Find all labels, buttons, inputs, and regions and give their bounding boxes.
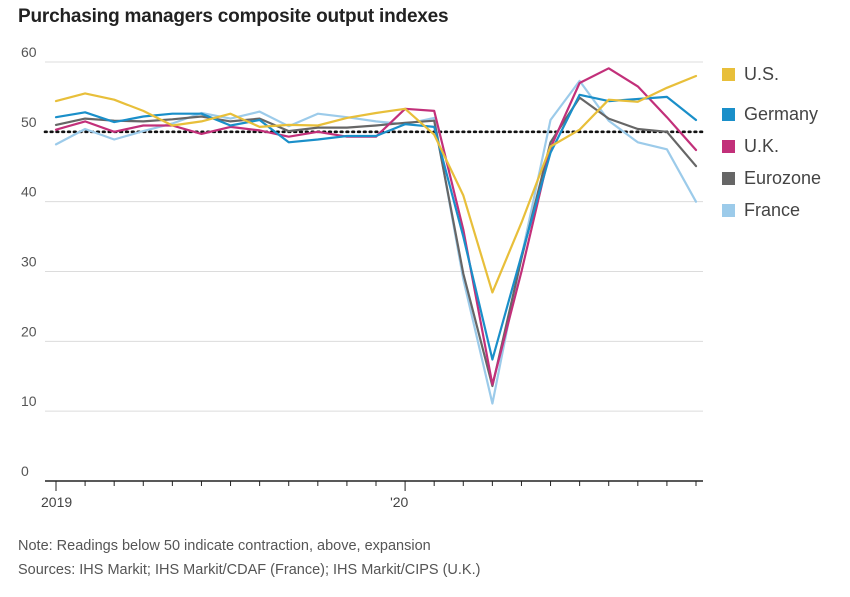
- y-axis-ticks: 0 10 20 30 40 50 60: [21, 44, 37, 479]
- series-lines: [54, 67, 698, 405]
- gridlines: [45, 61, 703, 412]
- x-tick-label: 2019: [41, 494, 72, 510]
- series-line-germany: [54, 93, 698, 361]
- legend-swatch: [722, 172, 735, 185]
- y-tick-label: 50: [21, 114, 37, 130]
- legend-swatch: [722, 108, 735, 121]
- series-line-eurozone: [54, 96, 698, 388]
- y-tick-label: 30: [21, 254, 37, 270]
- y-tick-label: 0: [21, 463, 29, 479]
- legend-swatch: [722, 140, 735, 153]
- legend-label: U.K.: [744, 136, 779, 156]
- y-tick-label: 40: [21, 184, 37, 200]
- x-tick-label: '20: [390, 494, 408, 510]
- x-axis: 2019 '20: [41, 480, 703, 510]
- series-line-france: [54, 79, 698, 405]
- sources-text: Sources: IHS Markit; IHS Markit/CDAF (Fr…: [18, 562, 481, 578]
- legend-label: Eurozone: [744, 168, 821, 188]
- y-tick-label: 60: [21, 44, 37, 60]
- y-tick-label: 20: [21, 323, 37, 339]
- note-text: Note: Readings below 50 indicate contrac…: [18, 538, 431, 554]
- legend-label: Germany: [744, 104, 818, 124]
- legend-label: U.S.: [744, 64, 779, 84]
- legend-label: France: [744, 200, 800, 220]
- line-chart: 0 10 20 30 40 50 60 2019 '20 U.S. Germany U.K. Eur…: [21, 44, 821, 510]
- series-line-u-s: [54, 74, 698, 294]
- y-tick-label: 10: [21, 393, 37, 409]
- legend-swatch: [722, 68, 735, 81]
- legend: U.S. Germany U.K. Eurozone France: [722, 64, 821, 220]
- chart-title: Purchasing managers composite output ind…: [18, 6, 449, 27]
- legend-swatch: [722, 204, 735, 217]
